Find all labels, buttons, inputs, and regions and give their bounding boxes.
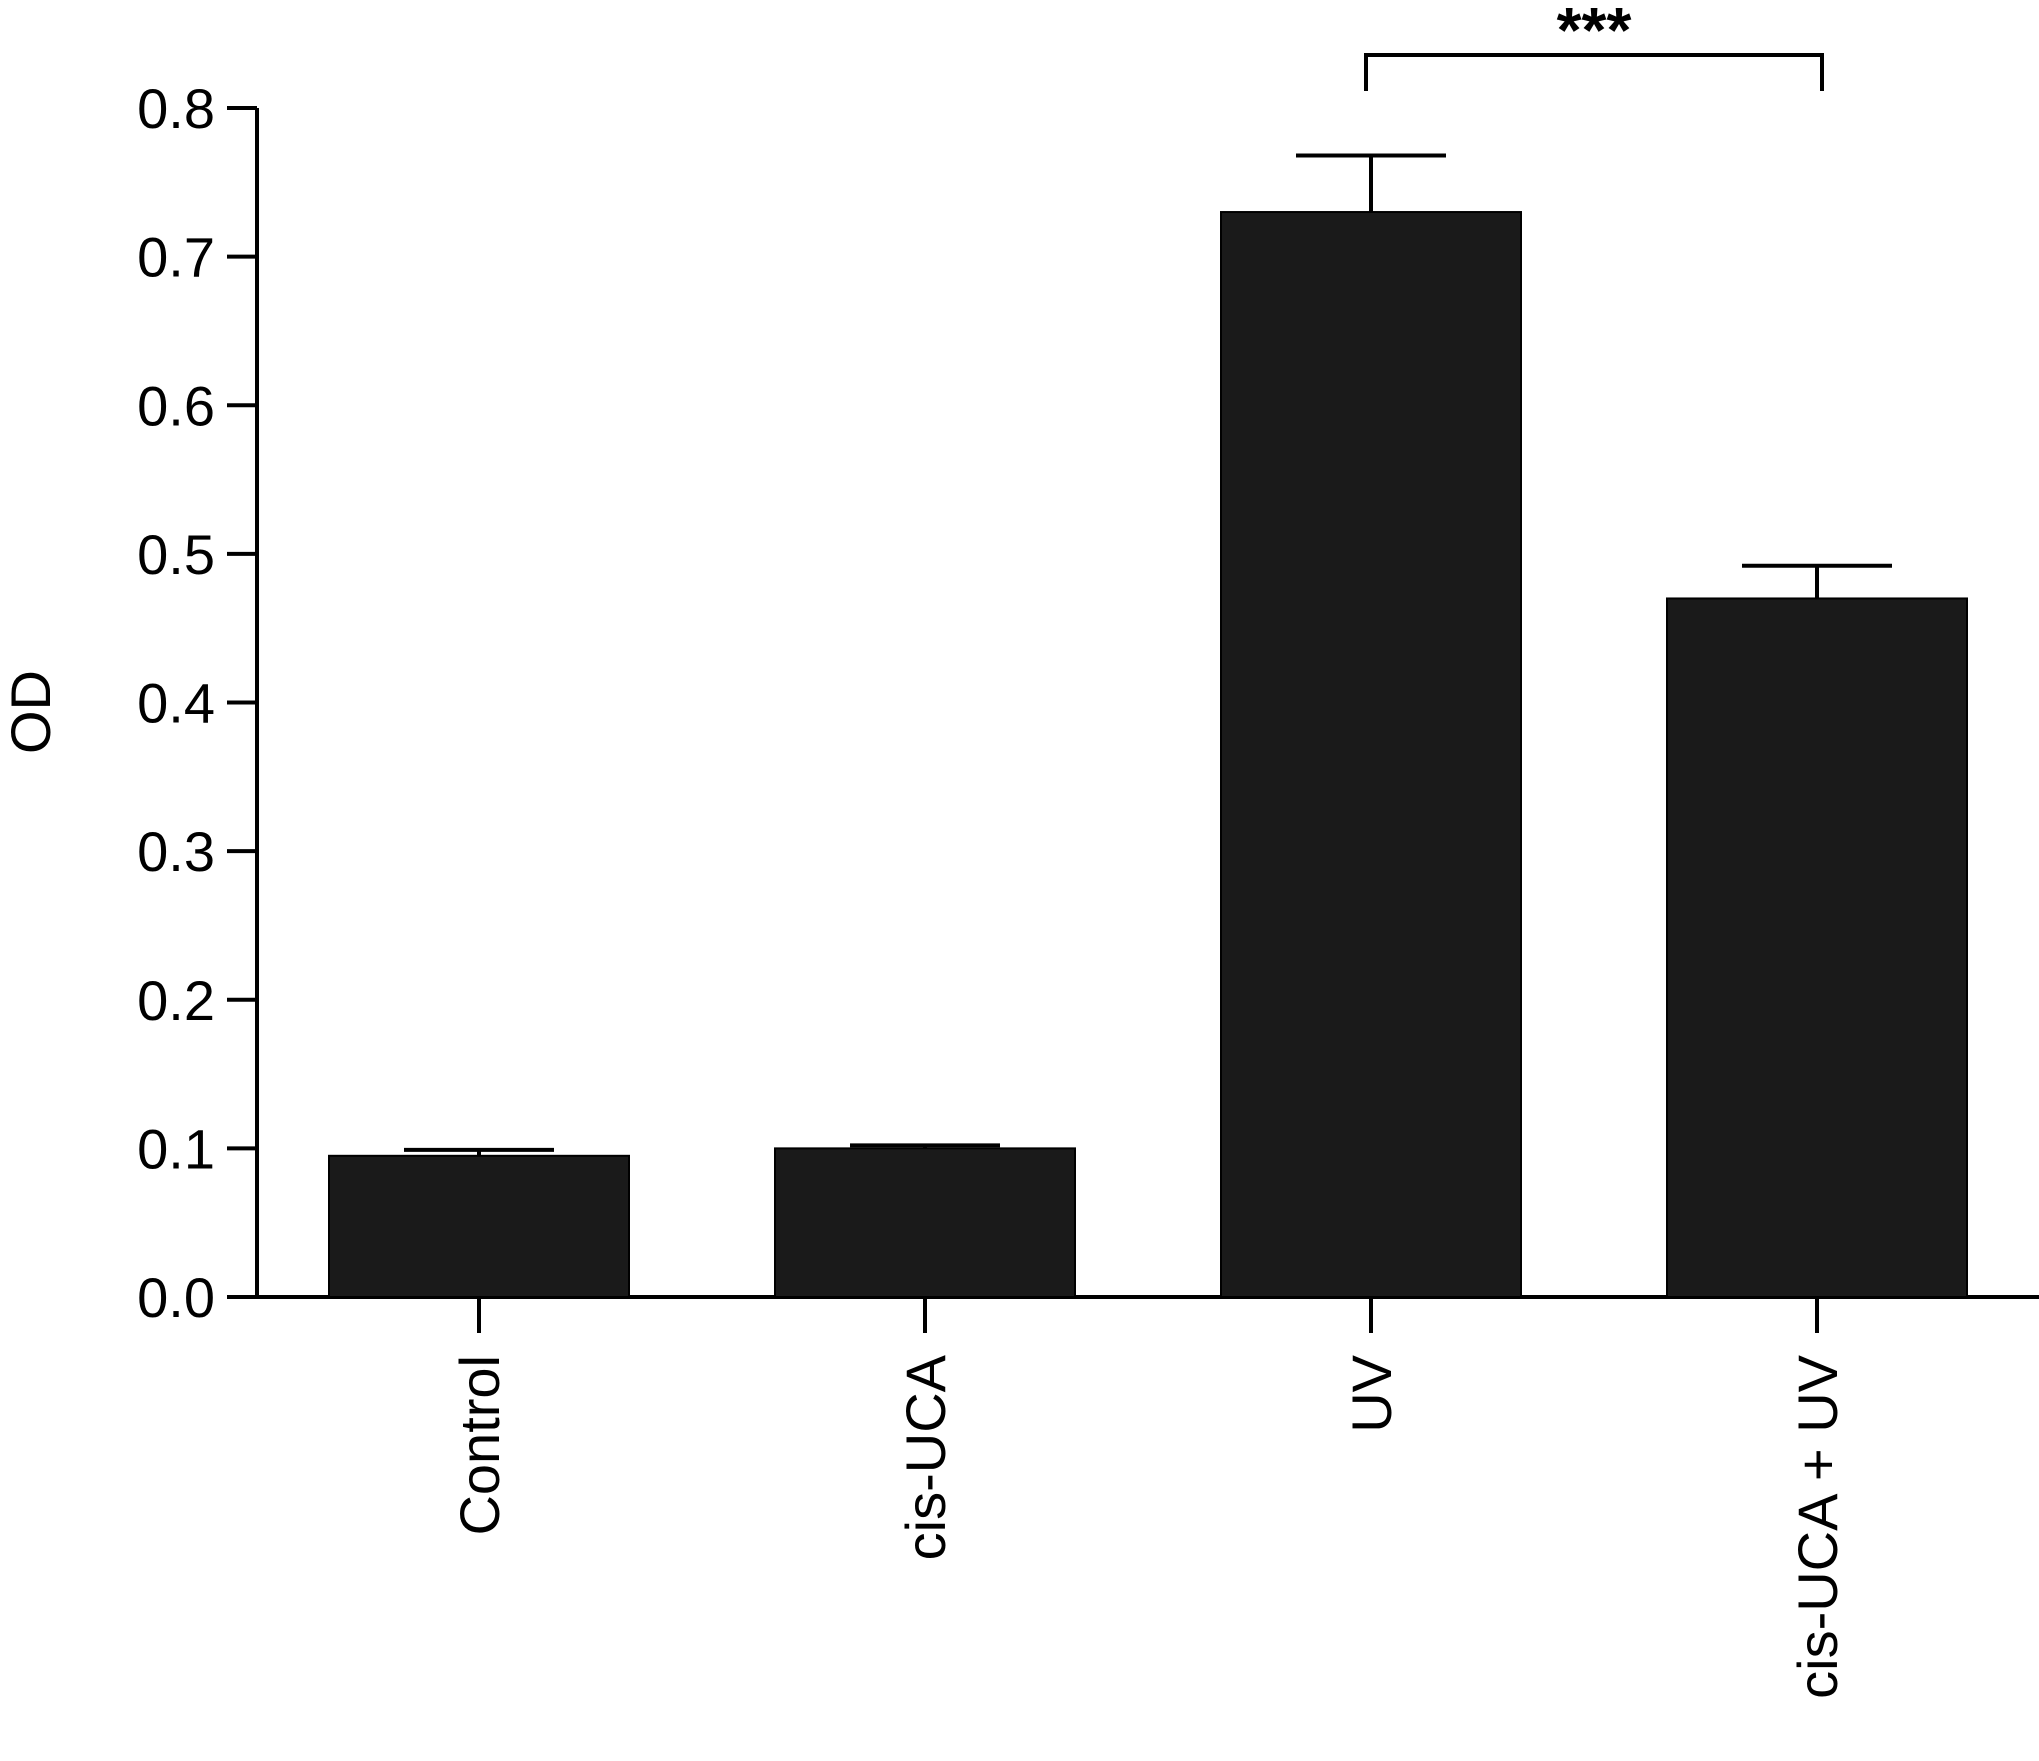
bar-control	[328, 1154, 630, 1299]
y-tick-label: 0.1	[137, 1117, 215, 1180]
significance-label: ***	[1557, 0, 1632, 66]
labels: 0.0 0.1 0.2 0.3 0.4 0.5 0.6 0.7 0.8 OD Control cis-…	[0, 77, 1849, 1699]
significance-bracket	[1364, 53, 1824, 91]
bars	[328, 211, 1968, 1299]
bar-cis-uca	[774, 1147, 1076, 1298]
bar-uv	[1220, 211, 1522, 1299]
y-tick-label: 0.3	[137, 820, 215, 883]
bar-cis-uca-uv	[1666, 597, 1968, 1298]
category-label: UV	[1340, 1354, 1403, 1432]
y-tick-label: 0.2	[137, 969, 215, 1032]
error-bars	[404, 153, 1892, 1156]
y-tick-label: 0.6	[137, 374, 215, 437]
y-axis-title: OD	[0, 670, 62, 754]
y-tick-label: 0.4	[137, 672, 215, 735]
y-tick-label: 0.5	[137, 523, 215, 586]
category-label: cis-UCA	[894, 1354, 957, 1560]
y-tick-label: 0.0	[137, 1266, 215, 1329]
category-label: Control	[448, 1355, 511, 1536]
category-label: cis-UCA + UV	[1786, 1354, 1849, 1698]
significance-annotation: ***	[1364, 0, 1824, 91]
y-tick-label: 0.7	[137, 226, 215, 289]
y-tick-label: 0.8	[137, 77, 215, 140]
